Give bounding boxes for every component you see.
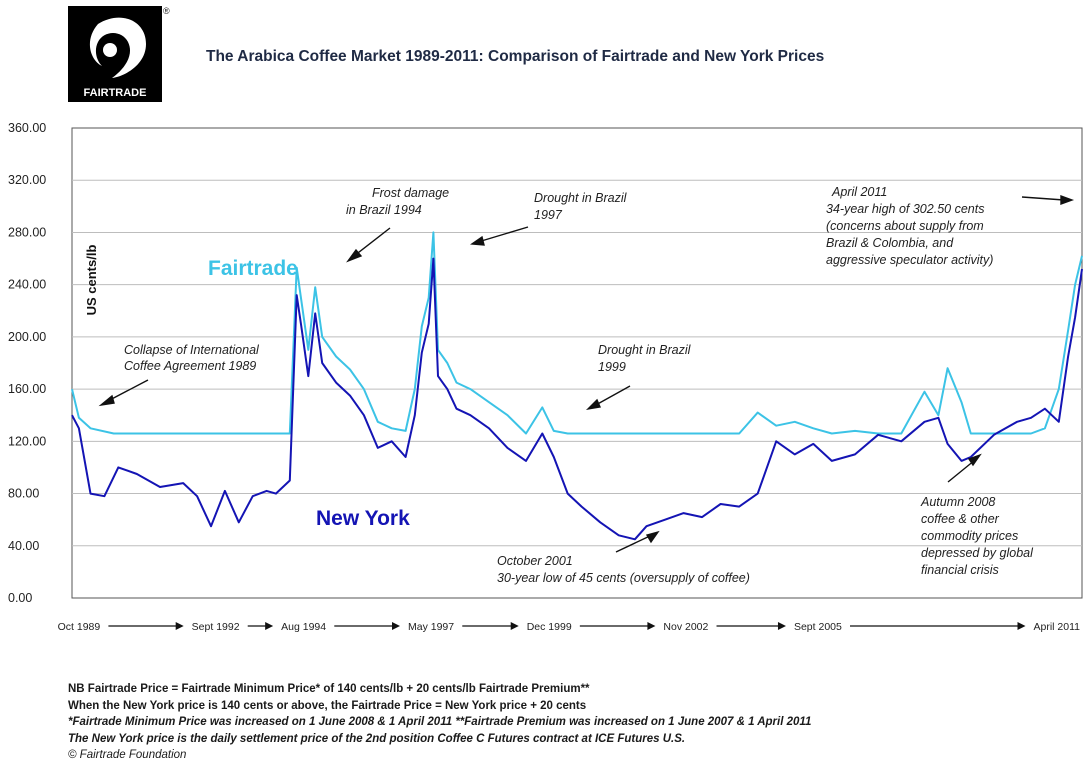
x-timeline-label: Nov 2002 <box>663 621 708 633</box>
x-timeline: Oct 1989 Sept 1992 Aug 1994 May 1997 Dec 199… <box>58 621 1081 633</box>
y-tick-label: 360.00 <box>8 121 46 135</box>
annotation-april-2011: April 2011 34-year high of 302.50 cents … <box>826 185 993 267</box>
y-tick-label: 80.00 <box>8 487 39 501</box>
footnote-line: The New York price is the daily settleme… <box>68 732 686 745</box>
annotation-text: 30-year low of 45 cents (oversupply of c… <box>497 571 750 585</box>
series-lines <box>71 231 1083 541</box>
logo-text: FAIRTRADE <box>84 87 147 99</box>
arrow-october-2001 <box>615 534 653 553</box>
timeline-arrow-head <box>175 622 184 630</box>
legend-fairtrade: Fairtrade <box>208 257 298 280</box>
annotation-text: Brazil & Colombia, and <box>826 236 954 250</box>
annotation-autumn-2008: Autumn 2008 coffee & other commodity pri… <box>920 495 1034 577</box>
series-line-new-york <box>71 257 1083 541</box>
timeline-arrow-head <box>1017 622 1026 630</box>
x-timeline-label: Dec 1999 <box>527 621 572 633</box>
arrow-head <box>585 398 601 411</box>
arrow-head <box>1060 195 1075 205</box>
fairtrade-logo: FAIRTRADE <box>68 6 162 102</box>
annotation-text: 1999 <box>598 360 626 374</box>
y-tick-label: 0.00 <box>8 591 32 605</box>
svg-text:Collapse of International: Collapse of International <box>124 343 260 357</box>
y-tick-label: 240.00 <box>8 278 46 292</box>
annotation-text: commodity prices <box>921 529 1018 543</box>
y-tick-label: 320.00 <box>8 173 46 187</box>
y-tick-label: 200.00 <box>8 330 46 344</box>
x-timeline-label: Sept 2005 <box>794 621 842 633</box>
annotation-text: (concerns about supply from <box>826 219 984 233</box>
annotation-text: Frost damage <box>372 186 449 200</box>
arrow-drought-1999 <box>593 385 631 407</box>
annotation-text: coffee & other <box>921 512 1000 526</box>
arrow-head <box>470 235 485 246</box>
annotation-frost: Frost damage in Brazil 1994 <box>346 186 449 217</box>
annotation-drought-1997: Drought in Brazil 1997 <box>534 191 628 222</box>
footnote-line: *Fairtrade Minimum Price was increased o… <box>68 716 812 729</box>
timeline-arrow-head <box>647 622 656 630</box>
timeline-arrow-head <box>265 622 274 630</box>
annotation-text: Autumn 2008 <box>920 495 995 509</box>
footnote-line: © Fairtrade Foundation <box>68 749 187 762</box>
y-tick-label: 160.00 <box>8 382 46 396</box>
annotation-text: Drought in Brazil <box>598 343 692 357</box>
timeline-arrow-head <box>391 622 400 630</box>
y-tick-label: 280.00 <box>8 225 46 239</box>
svg-text:Coffee Agreement 1989: Coffee Agreement 1989 <box>124 359 256 373</box>
annotation-drought-1999: Drought in Brazil 1999 <box>598 343 692 374</box>
annotation-october-2001: October 2001 30-year low of 45 cents (ov… <box>497 554 750 585</box>
footnotes: NB Fairtrade Price = Fairtrade Minimum P… <box>68 681 811 764</box>
x-timeline-label: April 2011 <box>1033 621 1080 633</box>
annotation-text: Collapse of International <box>124 343 260 357</box>
annotation-text: 1997 <box>534 208 563 222</box>
annotation-text: in Brazil 1994 <box>346 203 422 217</box>
annotation-text: 34-year high of 302.50 cents <box>826 202 984 216</box>
arrow-frost <box>353 227 391 257</box>
annotation-text: depressed by global <box>921 546 1034 560</box>
footnote-line: When the New York price is 140 cents or … <box>68 699 587 712</box>
annotation-text: April 2011 <box>831 185 887 199</box>
arrow-head <box>346 248 363 263</box>
x-timeline-label: Sept 1992 <box>192 621 240 633</box>
annotation-text: financial crisis <box>921 563 999 577</box>
y-tick-label: 40.00 <box>8 539 39 553</box>
x-timeline-label: May 1997 <box>408 621 454 633</box>
y-tick-label: 120.00 <box>8 434 46 448</box>
arrow-autumn-2008 <box>947 459 976 483</box>
y-tick-labels: 0.00 40.00 80.00 120.00 160.00 200.00 240.00 28… <box>8 121 46 605</box>
annotation-text: Coffee Agreement 1989 <box>124 359 256 373</box>
annotation-text: Drought in Brazil <box>534 191 628 205</box>
timeline-arrow-head <box>777 622 786 630</box>
y-axis-label: US cents/lb <box>84 245 99 316</box>
plot-frame <box>71 127 1083 599</box>
arrow-april-2011 <box>1021 196 1065 201</box>
timeline-arrow-head <box>510 622 519 630</box>
fairtrade-mark-icon <box>89 17 146 78</box>
arrow-head <box>645 530 660 544</box>
x-timeline-label: Aug 1994 <box>281 621 326 633</box>
chart-title: The Arabica Coffee Market 1989-2011: Com… <box>206 48 825 65</box>
arrow-head <box>98 394 115 407</box>
gridlines <box>72 179 1082 547</box>
footnote-line: NB Fairtrade Price = Fairtrade Minimum P… <box>68 683 590 695</box>
registered-mark: ® <box>163 6 170 16</box>
annotation-text: October 2001 <box>497 554 573 568</box>
legend-new-york: New York <box>316 507 410 530</box>
x-timeline-label: Oct 1989 <box>58 621 101 633</box>
arrow-head <box>967 453 982 467</box>
series-line-fairtrade <box>71 231 1083 435</box>
annotation-text: aggressive speculator activity) <box>826 253 993 267</box>
arrow-drought-1997 <box>477 226 529 243</box>
annotation-arrows <box>98 195 1075 553</box>
annotation-collapse: Collapse of International Coffee Agreeme… <box>124 343 260 373</box>
price-chart: 0.00 40.00 80.00 120.00 160.00 200.00 240.00 28… <box>8 121 1083 633</box>
